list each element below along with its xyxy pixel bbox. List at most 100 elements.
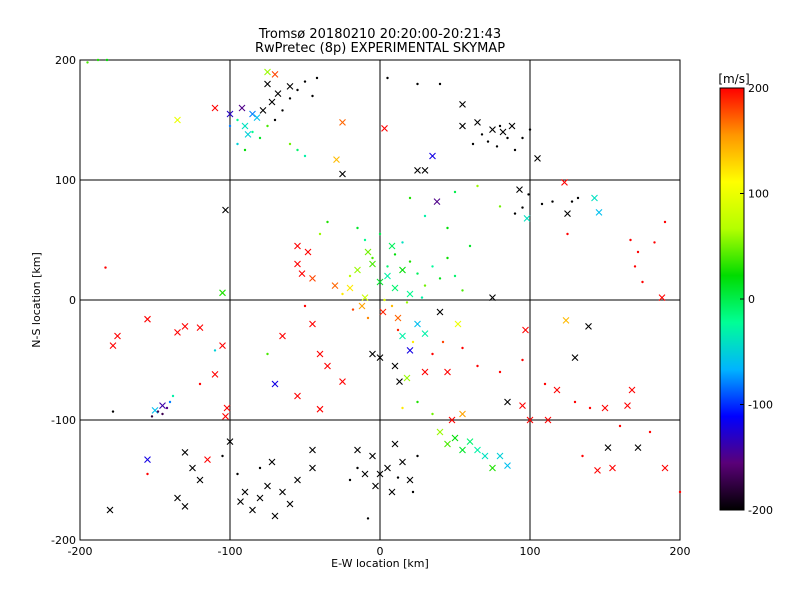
data-point-dot (416, 82, 419, 86)
data-point-dot (296, 148, 299, 152)
data-point-cross (264, 80, 271, 88)
data-point-cross (436, 308, 444, 316)
y-tick-label: -100 (51, 414, 76, 427)
data-point-cross (519, 402, 526, 409)
data-point-dot (150, 415, 154, 418)
data-point-cross (523, 215, 531, 222)
data-point-cross (226, 110, 234, 118)
data-point-cross (304, 248, 312, 256)
data-point-dot (146, 472, 149, 476)
data-point-dot (236, 142, 239, 146)
x-tick-label: -200 (68, 545, 93, 558)
data-point-dot (420, 296, 424, 299)
data-point-dot (396, 328, 400, 332)
data-point-cross (219, 342, 226, 349)
data-point-cross (384, 464, 391, 472)
data-point-cross (451, 434, 459, 442)
data-point-cross (466, 438, 474, 445)
data-point-dot (476, 184, 479, 188)
data-point-cross (339, 170, 346, 178)
data-point-cross (459, 446, 466, 454)
data-point-cross (222, 206, 229, 214)
data-point-cross (181, 323, 189, 330)
data-point-cross (279, 488, 286, 496)
data-point-cross (376, 278, 384, 286)
data-point-cross (339, 119, 346, 126)
data-point-cross (268, 458, 276, 466)
data-point-cross (379, 308, 387, 316)
data-point-cross (286, 500, 294, 508)
data-point-cross (381, 125, 388, 132)
data-point-cross (444, 440, 451, 448)
data-point-cross (339, 378, 346, 385)
data-point-cross (553, 386, 561, 394)
data-point-dot (438, 82, 442, 86)
data-point-cross (244, 131, 252, 138)
data-point-dot (653, 241, 656, 244)
data-point-dot (408, 196, 412, 200)
data-point-dot (486, 140, 490, 143)
data-point-dot (566, 232, 569, 236)
x-tick-label: 100 (520, 545, 541, 558)
data-point-cross (264, 68, 271, 76)
grid-lines (80, 60, 680, 540)
colorbar-ticks: -200 -100 0 100 200 (740, 82, 773, 517)
data-point-dot (441, 340, 445, 344)
data-point-cross (361, 294, 369, 301)
data-point-cross (454, 320, 462, 328)
data-point-dot (104, 266, 107, 269)
data-point-dot (96, 58, 100, 62)
data-point-cross (271, 380, 279, 388)
data-point-cross (279, 332, 286, 340)
data-point-dot (326, 220, 329, 224)
data-point-dot (453, 190, 457, 194)
data-point-cross (459, 410, 466, 418)
data-point-dot (356, 466, 359, 470)
data-point-cross (309, 446, 316, 454)
data-point-dot (471, 142, 475, 146)
data-point-cross (309, 464, 316, 472)
data-point-cross (241, 488, 249, 496)
data-point-dot (527, 193, 530, 196)
data-point-dot (411, 490, 415, 494)
data-point-cross (396, 378, 403, 385)
data-point-dot (521, 136, 524, 140)
chart-subtitle: RwPretec (8p) EXPERIMENTAL SKYMAP (255, 41, 505, 56)
data-point-cross (151, 407, 159, 414)
data-point-cross (624, 402, 631, 409)
data-point-cross (271, 71, 279, 78)
data-point-cross (174, 116, 181, 124)
data-point-dot (453, 274, 457, 278)
data-point-cross (628, 386, 636, 394)
data-point-cross (369, 452, 376, 460)
data-point-dot (476, 364, 479, 368)
data-point-cross (219, 289, 226, 297)
y-tick-label: 0 (69, 294, 76, 307)
plot-area: -200 -100 0 100 200 -200 -100 0 100 200 (51, 54, 690, 558)
data-point-cross (489, 464, 496, 472)
data-point-cross (406, 476, 414, 484)
data-point-dot (221, 454, 224, 458)
data-point-cross (144, 315, 151, 323)
data-point-cross (174, 329, 181, 336)
data-point-dot (236, 118, 239, 122)
data-point-cross (433, 198, 441, 205)
data-point-cross (354, 266, 361, 274)
data-point-cross (271, 512, 279, 520)
data-point-cross (609, 464, 616, 472)
data-point-dot (438, 277, 442, 280)
data-point-dot (165, 406, 169, 410)
data-point-cross (562, 317, 570, 324)
data-point-cross (391, 440, 399, 448)
data-point-dot (213, 349, 217, 352)
data-point-dot (273, 118, 277, 122)
data-point-cross (294, 242, 301, 250)
data-point-dot (396, 476, 400, 479)
x-tick-label: 0 (377, 545, 384, 558)
data-point-cross (459, 101, 466, 108)
data-point-dot (258, 136, 262, 140)
data-point-dot (371, 256, 374, 260)
data-point-dot (663, 220, 667, 224)
data-point-cross (361, 470, 369, 478)
